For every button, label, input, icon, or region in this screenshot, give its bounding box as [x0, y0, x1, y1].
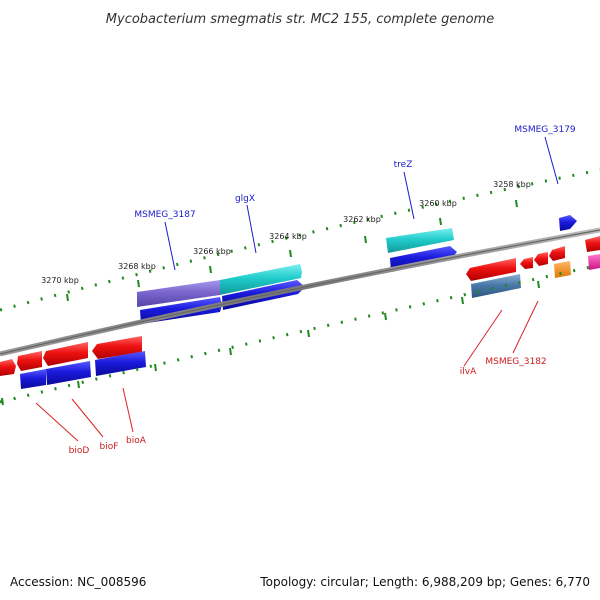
gene-labels-bottom: bioD bioF bioA ilvA MSMEG_3182	[69, 357, 547, 456]
gene-magenta-edge[interactable]	[588, 254, 600, 270]
gene-label-msmeg3187: MSMEG_3187	[134, 210, 195, 220]
gene-label-biod: bioD	[69, 446, 90, 456]
tick-label-3266: 3266 kbp	[193, 247, 231, 256]
leader-lines-top	[164, 136, 559, 271]
gene-red-edge-1[interactable]	[585, 236, 600, 252]
forward-strand-genes	[137, 215, 577, 307]
tick-marks-inner	[1, 280, 540, 406]
gene-label-msmeg3182: MSMEG_3182	[485, 357, 546, 367]
tick-label-3262: 3262 kbp	[343, 215, 381, 224]
tick-label-3264: 3264 kbp	[269, 232, 307, 241]
tick-label-3258: 3258 kbp	[493, 180, 531, 189]
gene-label-biof: bioF	[100, 442, 119, 452]
reverse-strand-genes	[0, 246, 565, 376]
tick-labels: 3270 kbp 3268 kbp 3266 kbp 3264 kbp 3262…	[41, 180, 531, 285]
accession-text: Accession: NC_008596	[10, 575, 146, 589]
gene-msmeg3179[interactable]	[559, 215, 577, 231]
topology-text: Topology: circular; Length: 6,988,209 bp…	[259, 575, 590, 589]
gene-red-5[interactable]	[466, 258, 516, 281]
gene-red-4[interactable]	[92, 336, 142, 359]
gene-red-3[interactable]	[43, 342, 88, 366]
map-title: Mycobacterium smegmatis str. MC2 155, co…	[106, 12, 494, 27]
gene-label-ilva: ilvA	[460, 367, 477, 377]
gene-steel-ilva[interactable]	[471, 274, 521, 298]
tick-ring-inner	[0, 263, 600, 404]
reverse-strand-genes-2	[20, 261, 571, 389]
gene-blue-4[interactable]	[20, 369, 46, 389]
gene-blue-5[interactable]	[46, 361, 91, 385]
gene-label-msmeg3179: MSMEG_3179	[514, 125, 576, 135]
genome-backbone-line	[0, 229, 600, 355]
gene-blue-6[interactable]	[95, 351, 146, 376]
tick-marks-outer	[66, 199, 518, 302]
gene-label-glgx: glgX	[235, 194, 255, 204]
gene-trez[interactable]	[386, 228, 454, 253]
gene-red-8[interactable]	[549, 246, 565, 261]
gene-glgx[interactable]	[220, 264, 302, 295]
tick-label-3260: 3260 kbp	[419, 199, 457, 208]
leader-lines-bottom	[35, 300, 539, 442]
gene-labels-top: MSMEG_3187 glgX treZ MSMEG_3179	[134, 125, 576, 220]
tick-ring-outer	[0, 168, 600, 312]
gene-label-trez: treZ	[394, 160, 413, 170]
gene-red-2[interactable]	[17, 351, 42, 371]
gene-msmeg3187[interactable]	[137, 280, 220, 307]
gene-red-7[interactable]	[534, 252, 548, 266]
tick-label-3270: 3270 kbp	[41, 276, 79, 285]
gene-orange[interactable]	[554, 261, 571, 278]
tick-label-3268: 3268 kbp	[118, 262, 156, 271]
gene-red-1[interactable]	[0, 359, 16, 376]
gene-label-bioa: bioA	[126, 436, 147, 446]
gene-red-6[interactable]	[520, 257, 533, 269]
